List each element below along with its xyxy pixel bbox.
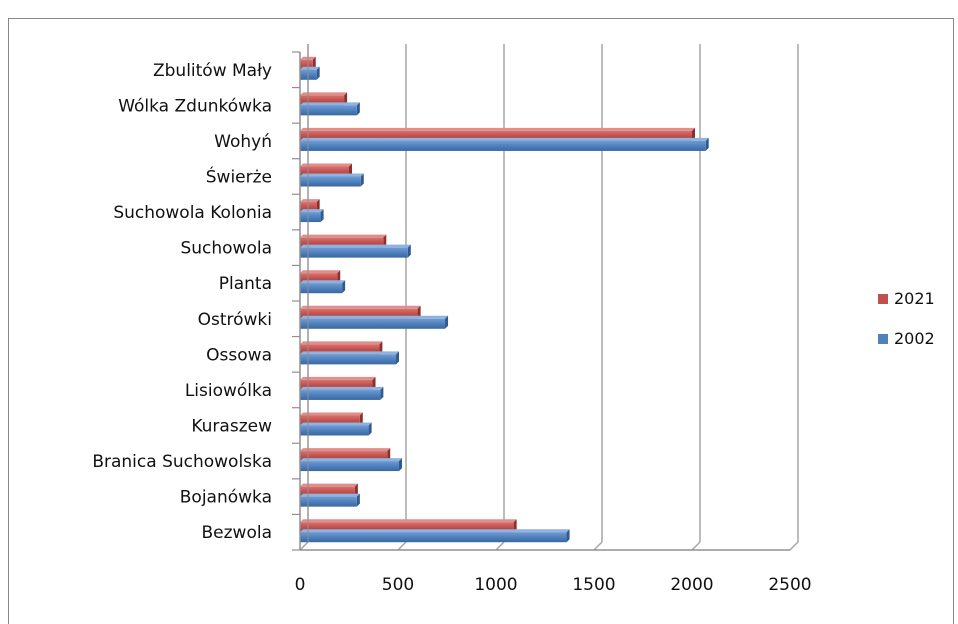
x-tick-labels: 0 500 1000 1500 2000 2500 (295, 575, 812, 595)
x-tick-label: 0 (295, 575, 306, 595)
category-label: Ossowa (206, 345, 272, 365)
x-tick-label: 1000 (474, 575, 517, 595)
gridline-floor (691, 541, 701, 551)
gridline-floor (397, 541, 407, 551)
category-label: Suchowola (180, 239, 272, 259)
legend-swatch-2002 (878, 334, 888, 344)
bar-2021 (300, 519, 517, 533)
bar-2002 (300, 422, 372, 436)
bar-2021 (300, 305, 421, 319)
bar-2002 (300, 244, 411, 258)
category-label: Świerże (206, 166, 272, 188)
bar-2002 (300, 173, 364, 187)
bar-2002 (300, 209, 324, 223)
legend: 2021 2002 (878, 289, 935, 348)
gridline-floor (593, 541, 603, 551)
gridline-floor (495, 541, 505, 551)
bar-2002 (300, 66, 320, 80)
category-label: Kuraszew (191, 417, 272, 437)
category-label: Planta (219, 274, 272, 294)
bar-2021 (300, 483, 358, 497)
bar-2021 (300, 270, 341, 284)
bar-2021 (300, 376, 376, 390)
axes (292, 44, 790, 551)
x-tick-label: 2500 (768, 575, 811, 595)
category-label: Wólka Zdunkówka (118, 96, 272, 116)
chart-border (8, 18, 954, 624)
category-label: Ostrówki (198, 310, 272, 330)
category-label: Bojanówka (180, 488, 272, 508)
category-label: Zbulitów Mały (153, 61, 272, 81)
bar-2021 (300, 127, 695, 141)
bar-2021 (300, 234, 387, 248)
category-label: Suchowola Kolonia (113, 203, 272, 223)
bars (300, 56, 709, 543)
gridline-floor (299, 541, 309, 551)
bar-2002 (300, 386, 384, 400)
bar-2021 (300, 341, 383, 355)
bar-2021 (300, 56, 316, 70)
bar-2002 (300, 351, 400, 365)
bar-2002 (300, 137, 709, 151)
x-tick-label: 2000 (670, 575, 713, 595)
bar-2002 (300, 280, 346, 294)
bar-2002 (300, 529, 570, 543)
bar-2021 (300, 163, 352, 177)
bar-2002 (300, 102, 360, 116)
bar-2002 (300, 493, 360, 507)
x-tick-label: 500 (382, 575, 414, 595)
bar-2021 (300, 448, 391, 462)
category-label: Bezwola (202, 523, 273, 543)
legend-label-2002: 2002 (894, 329, 935, 348)
gridline-floor (789, 541, 799, 551)
bar-2002 (300, 315, 449, 329)
category-label: Wohyń (214, 132, 272, 152)
bar-2021 (300, 92, 348, 106)
legend-swatch-2021 (878, 294, 888, 304)
bar-2002 (300, 458, 402, 472)
category-label: Lisiowólka (185, 381, 272, 401)
legend-label-2021: 2021 (894, 289, 935, 308)
category-label: Branica Suchowolska (92, 452, 272, 472)
gridlines (299, 44, 799, 551)
x-tick-label: 1500 (572, 575, 615, 595)
bar-2021 (300, 412, 363, 426)
category-labels: Zbulitów Mały Wólka Zdunkówka Wohyń Świerże… (92, 61, 272, 543)
